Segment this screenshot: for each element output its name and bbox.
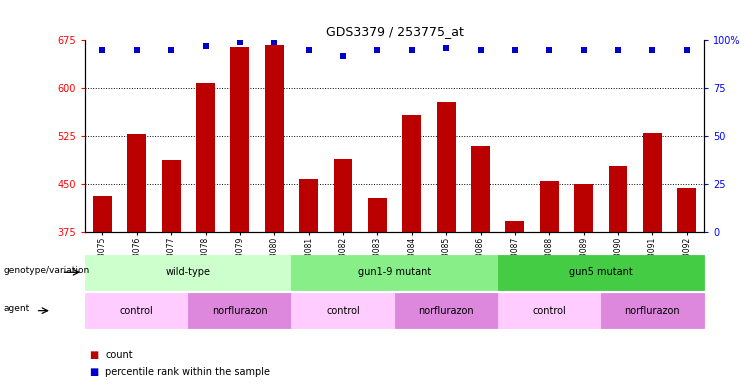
Point bbox=[234, 39, 246, 45]
Text: norflurazon: norflurazon bbox=[625, 306, 680, 316]
Bar bbox=[677, 187, 697, 232]
Text: gun1-9 mutant: gun1-9 mutant bbox=[358, 267, 431, 277]
Bar bbox=[196, 83, 215, 232]
Text: ■: ■ bbox=[89, 367, 98, 377]
Point bbox=[440, 45, 452, 51]
Text: percentile rank within the sample: percentile rank within the sample bbox=[105, 367, 270, 377]
Bar bbox=[230, 47, 250, 232]
Point bbox=[165, 47, 177, 53]
Title: GDS3379 / 253775_at: GDS3379 / 253775_at bbox=[325, 25, 464, 38]
Text: control: control bbox=[326, 306, 360, 316]
Point bbox=[578, 47, 590, 53]
Point bbox=[612, 47, 624, 53]
Bar bbox=[505, 222, 525, 232]
Point bbox=[509, 47, 521, 53]
Bar bbox=[643, 133, 662, 232]
Point bbox=[337, 53, 349, 59]
Text: agent: agent bbox=[4, 304, 30, 313]
Point bbox=[681, 47, 693, 53]
Point bbox=[199, 43, 211, 49]
Text: gun5 mutant: gun5 mutant bbox=[569, 267, 633, 277]
Bar bbox=[471, 146, 490, 232]
Point bbox=[303, 47, 315, 53]
Text: count: count bbox=[105, 350, 133, 360]
Point bbox=[646, 47, 658, 53]
Point bbox=[268, 39, 280, 45]
Point bbox=[474, 47, 486, 53]
Text: wild-type: wild-type bbox=[166, 267, 211, 277]
Bar bbox=[162, 160, 181, 232]
Text: genotype/variation: genotype/variation bbox=[4, 266, 90, 275]
Point bbox=[371, 47, 383, 53]
Bar bbox=[539, 181, 559, 232]
Bar bbox=[608, 166, 628, 232]
Bar bbox=[93, 196, 112, 232]
Bar bbox=[436, 103, 456, 232]
Bar bbox=[402, 115, 421, 232]
Point bbox=[406, 47, 418, 53]
Text: control: control bbox=[532, 306, 566, 316]
Bar bbox=[265, 45, 284, 232]
Point bbox=[131, 47, 143, 53]
Point bbox=[543, 47, 555, 53]
Point bbox=[96, 47, 108, 53]
Text: norflurazon: norflurazon bbox=[212, 306, 268, 316]
Bar bbox=[127, 134, 146, 232]
Bar bbox=[574, 184, 593, 232]
Text: ■: ■ bbox=[89, 350, 98, 360]
Bar bbox=[368, 199, 387, 232]
Text: control: control bbox=[120, 306, 153, 316]
Bar bbox=[333, 159, 353, 232]
Bar bbox=[299, 179, 318, 232]
Text: norflurazon: norflurazon bbox=[419, 306, 474, 316]
